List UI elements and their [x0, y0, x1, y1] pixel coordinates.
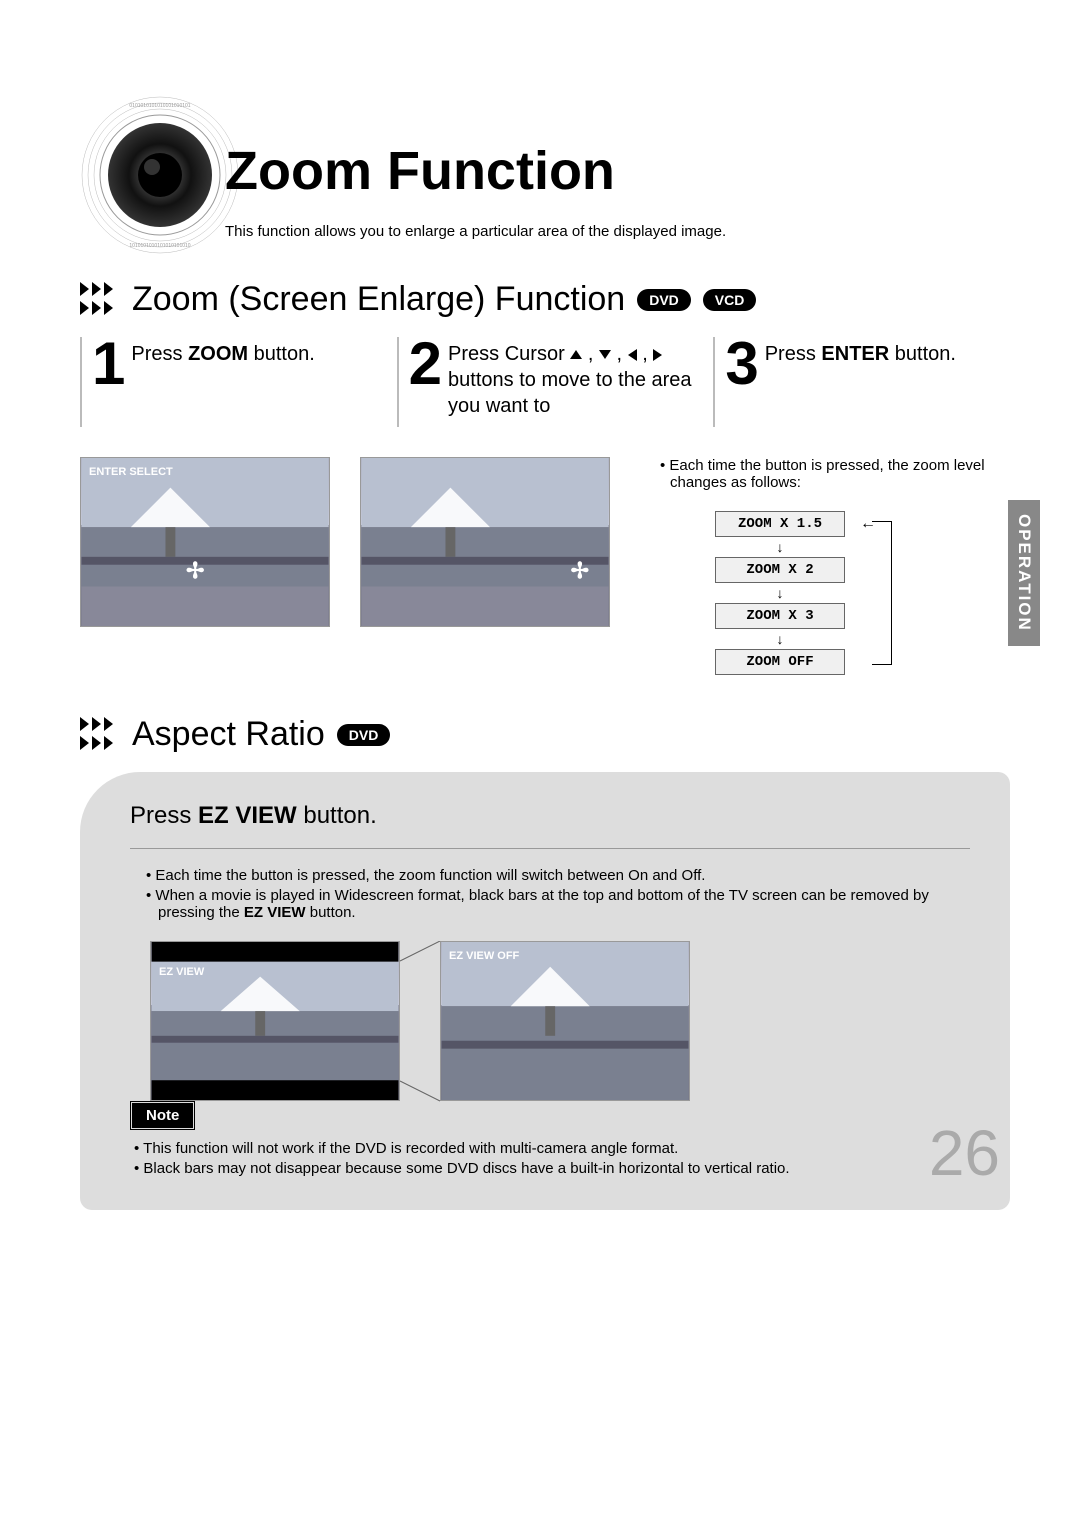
step-3: 3 Press ENTER button. [713, 337, 1010, 427]
zoom-note-text: Each time the button is pressed, the zoo… [669, 457, 984, 491]
screen1-label: ENTER SELECT [89, 466, 173, 478]
step-3-text: Press ENTER button. [765, 337, 956, 427]
note-bullet-2: Black bars may not disappear because som… [146, 1160, 970, 1177]
loop-arrow-icon: ← [860, 515, 876, 533]
badge-dvd: DVD [637, 289, 691, 311]
ez-screen-1: EZ VIEW [150, 941, 400, 1101]
zoom-level-diagram: ZOOM X 1.5 ↓ ZOOM X 2 ↓ ZOOM X 3 ↓ ZOOM … [690, 511, 870, 675]
down-arrow-icon: ↓ [690, 583, 870, 603]
zoom-info-column: • Each time the button is pressed, the z… [640, 457, 1010, 675]
note-bullet-1: This function will not work if the DVD i… [146, 1140, 970, 1157]
ez-view-instruction: Press EZ VIEW button. [130, 802, 970, 830]
crosshair-icon: ✢ [571, 558, 589, 584]
section2-title: Aspect Ratio [132, 715, 325, 754]
zoom-level-2: ZOOM X 2 [715, 557, 845, 583]
steps-row: 1 Press ZOOM button. 2 Press Cursor , , … [80, 337, 1010, 427]
grey-panel: Press EZ VIEW button. Each time the butt… [80, 772, 1010, 1210]
crosshair-icon: ✢ [186, 558, 204, 584]
down-arrow-icon: ↓ [690, 629, 870, 649]
arrow-bullets-icon [80, 282, 120, 318]
ez-bullet-2: When a movie is played in Widescreen for… [158, 887, 970, 921]
step-2-text: Press Cursor , , , buttons to move to th… [448, 337, 693, 427]
step-2-number: 2 [409, 337, 442, 427]
section-zoom-header: Zoom (Screen Enlarge) Function DVD VCD [80, 280, 1010, 319]
badge-vcd: VCD [703, 289, 757, 311]
step-3-number: 3 [725, 337, 758, 427]
ez-images-row: EZ VIEW EZ VIEW OFF [130, 941, 970, 1101]
section1-title: Zoom (Screen Enlarge) Function [132, 280, 625, 319]
step-1-number: 1 [92, 337, 125, 427]
zoom-level-3: ZOOM X 3 [715, 603, 845, 629]
ez-screen2-label: EZ VIEW OFF [449, 950, 519, 962]
badge-dvd: DVD [337, 724, 391, 746]
zoom-level-4: ZOOM OFF [715, 649, 845, 675]
step-2: 2 Press Cursor , , , buttons to move to … [397, 337, 694, 427]
page-title: Zoom Function [225, 140, 615, 202]
page-number: 26 [929, 1116, 1000, 1190]
svg-text:1010101010101010101010: 1010101010101010101010 [129, 243, 190, 249]
step-1-text: Press ZOOM button. [131, 337, 314, 427]
page-subtitle: This function allows you to enlarge a pa… [225, 223, 726, 240]
ez-screen1-label: EZ VIEW [159, 966, 204, 978]
step-1: 1 Press ZOOM button. [80, 337, 377, 427]
tv-screen-1: ENTER SELECT ✢ [80, 457, 330, 627]
tv-screen-2: ✢ [360, 457, 610, 627]
zoom-level-1: ZOOM X 1.5 [715, 511, 845, 537]
operation-side-tab: OPERATION [1008, 500, 1040, 646]
note-label: Note [132, 1103, 193, 1128]
note-box-border: Note [130, 1101, 195, 1130]
ez-bullets: Each time the button is pressed, the zoo… [130, 867, 970, 921]
ez-screen-2: EZ VIEW OFF [440, 941, 690, 1101]
images-row: ENTER SELECT ✢ ✢ • Each time the button … [80, 457, 1010, 675]
arrow-bullets-icon [80, 717, 120, 753]
down-arrow-icon: ↓ [690, 537, 870, 557]
section-aspect-header: Aspect Ratio DVD [80, 715, 1010, 754]
ez-bullet-1: Each time the button is pressed, the zoo… [158, 867, 970, 884]
note-bullets: This function will not work if the DVD i… [130, 1140, 970, 1177]
svg-text:0101010101010101010101: 0101010101010101010101 [129, 103, 190, 109]
speaker-graphic: 0101010101010101010101 10101010101010101… [80, 95, 240, 255]
